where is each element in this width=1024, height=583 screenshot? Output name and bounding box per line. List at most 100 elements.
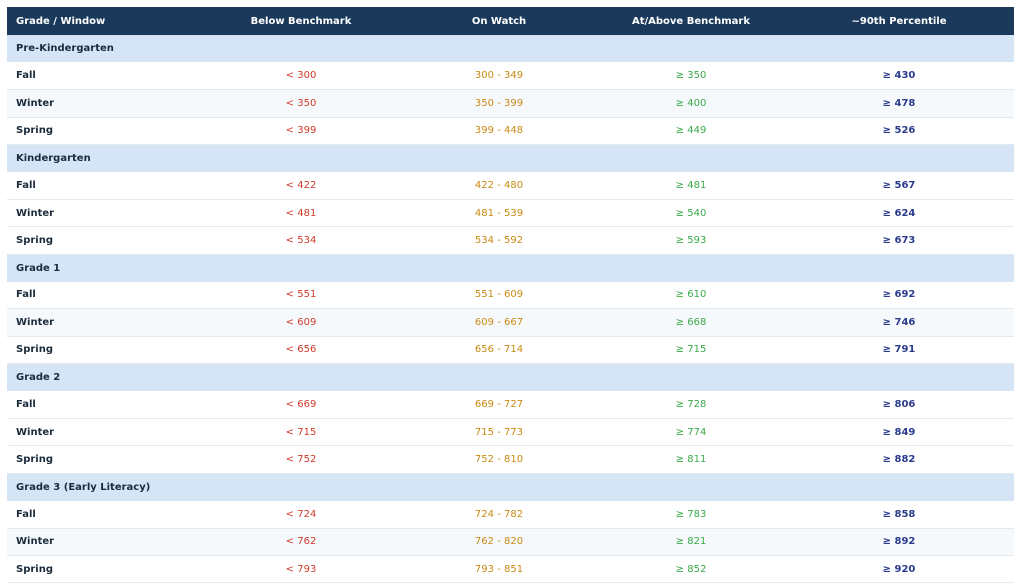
window-cell: Fall <box>16 399 36 411</box>
benchmark-table-container: Grade / Window Below Benchmark On Watch … <box>7 7 1014 583</box>
grade-group-row: Grade 3 (Early Literacy) <box>7 473 1014 501</box>
window-cell: Winter <box>16 207 55 219</box>
at-above-benchmark-cell: ≥ 715 <box>675 344 707 356</box>
window-cell: Spring <box>16 344 53 356</box>
below-benchmark-cell: < 609 <box>285 317 317 329</box>
window-cell: Winter <box>16 536 55 548</box>
on-watch-cell: 481 - 539 <box>474 207 524 219</box>
table-row: Winter < 609 609 - 667 ≥ 668 ≥ 746 <box>7 308 1014 337</box>
window-cell: Fall <box>16 70 36 82</box>
below-benchmark-cell: < 724 <box>285 508 317 520</box>
below-benchmark-cell: < 399 <box>285 125 317 137</box>
at-above-benchmark-cell: ≥ 728 <box>675 399 707 411</box>
on-watch-cell: 422 - 480 <box>474 179 524 191</box>
grade-label: Pre-Kindergarten <box>16 43 114 55</box>
table-row: Fall < 551 551 - 609 ≥ 610 ≥ 692 <box>7 281 1014 309</box>
at-above-benchmark-cell: ≥ 610 <box>675 289 707 301</box>
table-row: Fall < 422 422 - 480 ≥ 481 ≥ 567 <box>7 171 1014 200</box>
on-watch-cell: 656 - 714 <box>474 344 524 356</box>
below-benchmark-cell: < 752 <box>285 454 317 466</box>
table-row: Winter < 350 350 - 399 ≥ 400 ≥ 478 <box>7 89 1014 118</box>
on-watch-cell: 300 - 349 <box>474 70 524 82</box>
below-benchmark-cell: < 300 <box>285 70 317 82</box>
90th-percentile-cell: ≥ 430 <box>882 70 916 82</box>
90th-percentile-cell: ≥ 624 <box>882 207 916 219</box>
table-row: Spring < 656 656 - 714 ≥ 715 ≥ 791 <box>7 336 1014 364</box>
header-row: Grade / Window Below Benchmark On Watch … <box>7 7 1014 35</box>
window-cell: Fall <box>16 508 36 520</box>
90th-percentile-cell: ≥ 882 <box>882 454 916 466</box>
90th-percentile-cell: ≥ 673 <box>882 234 916 246</box>
window-cell: Fall <box>16 289 36 301</box>
on-watch-cell: 609 - 667 <box>474 317 524 329</box>
below-benchmark-cell: < 762 <box>285 536 317 548</box>
table-row: Fall < 300 300 - 349 ≥ 350 ≥ 430 <box>7 62 1014 90</box>
90th-percentile-cell: ≥ 746 <box>882 317 916 329</box>
grade-label: Grade 1 <box>16 262 61 274</box>
at-above-benchmark-cell: ≥ 821 <box>675 536 707 548</box>
below-benchmark-cell: < 350 <box>285 97 317 109</box>
90th-percentile-cell: ≥ 526 <box>882 125 916 137</box>
on-watch-cell: 793 - 851 <box>474 563 524 575</box>
header-below-benchmark: Below Benchmark <box>250 15 352 27</box>
grade-label: Grade 2 <box>16 372 61 384</box>
below-benchmark-cell: < 481 <box>285 207 317 219</box>
below-benchmark-cell: < 715 <box>285 426 317 438</box>
grade-group-row: Grade 1 <box>7 254 1014 282</box>
table-row: Winter < 481 481 - 539 ≥ 540 ≥ 624 <box>7 199 1014 227</box>
window-cell: Spring <box>16 234 53 246</box>
on-watch-cell: 724 - 782 <box>474 508 524 520</box>
at-above-benchmark-cell: ≥ 593 <box>675 234 707 246</box>
at-above-benchmark-cell: ≥ 400 <box>675 97 707 109</box>
header-90th-percentile: ~90th Percentile <box>851 15 947 27</box>
table-body: Pre-Kindergarten Fall < 300 300 - 349 ≥ 350 ≥… <box>7 35 1014 583</box>
at-above-benchmark-cell: ≥ 668 <box>675 317 707 329</box>
grade-group-row: Kindergarten <box>7 144 1014 172</box>
below-benchmark-cell: < 534 <box>285 234 317 246</box>
table-row: Spring < 399 399 - 448 ≥ 449 ≥ 526 <box>7 117 1014 145</box>
header-at-above-benchmark: At/Above Benchmark <box>631 15 751 27</box>
grade-label: Grade 3 (Early Literacy) <box>16 481 151 493</box>
grade-label: Kindergarten <box>16 153 91 164</box>
on-watch-cell: 399 - 448 <box>474 125 524 137</box>
at-above-benchmark-cell: ≥ 449 <box>675 125 707 137</box>
90th-percentile-cell: ≥ 920 <box>882 563 916 575</box>
90th-percentile-cell: ≥ 692 <box>882 289 916 301</box>
below-benchmark-cell: < 551 <box>285 289 317 301</box>
90th-percentile-cell: ≥ 791 <box>882 344 916 356</box>
on-watch-cell: 752 - 810 <box>474 454 524 466</box>
window-cell: Winter <box>16 426 55 438</box>
90th-percentile-cell: ≥ 567 <box>882 179 916 191</box>
at-above-benchmark-cell: ≥ 774 <box>675 426 707 438</box>
below-benchmark-cell: < 793 <box>285 563 317 575</box>
at-above-benchmark-cell: ≥ 540 <box>675 207 707 219</box>
on-watch-cell: 534 - 592 <box>474 234 524 246</box>
90th-percentile-cell: ≥ 849 <box>882 426 916 438</box>
benchmark-table: Grade / Window Below Benchmark On Watch … <box>7 7 1014 583</box>
window-cell: Winter <box>16 97 55 109</box>
table-row: Fall < 724 724 - 782 ≥ 783 ≥ 858 <box>7 500 1014 529</box>
on-watch-cell: 350 - 399 <box>474 97 524 109</box>
window-cell: Spring <box>16 454 53 466</box>
table-row: Spring < 752 752 - 810 ≥ 811 ≥ 882 <box>7 445 1014 474</box>
grade-group-row: Pre-Kindergarten <box>7 35 1014 63</box>
table-row: Spring < 534 534 - 592 ≥ 593 ≥ 673 <box>7 226 1014 255</box>
window-cell: Spring <box>16 125 53 137</box>
on-watch-cell: 715 - 773 <box>474 426 524 438</box>
table-row: Winter < 762 762 - 820 ≥ 821 ≥ 892 <box>7 528 1014 556</box>
at-above-benchmark-cell: ≥ 481 <box>675 179 707 191</box>
at-above-benchmark-cell: ≥ 811 <box>675 454 707 466</box>
at-above-benchmark-cell: ≥ 852 <box>675 563 707 575</box>
window-cell: Winter <box>16 317 55 329</box>
window-cell: Spring <box>16 563 53 575</box>
90th-percentile-cell: ≥ 806 <box>882 399 916 411</box>
on-watch-cell: 551 - 609 <box>474 289 524 301</box>
90th-percentile-cell: ≥ 478 <box>882 97 916 109</box>
grade-group-row: Grade 2 <box>7 363 1014 392</box>
at-above-benchmark-cell: ≥ 350 <box>675 70 707 82</box>
90th-percentile-cell: ≥ 858 <box>882 508 916 520</box>
window-cell: Fall <box>16 179 36 191</box>
below-benchmark-cell: < 656 <box>285 344 317 356</box>
table-row: Fall < 669 669 - 727 ≥ 728 ≥ 806 <box>7 391 1014 419</box>
header-grade-window: Grade / Window <box>16 15 106 27</box>
